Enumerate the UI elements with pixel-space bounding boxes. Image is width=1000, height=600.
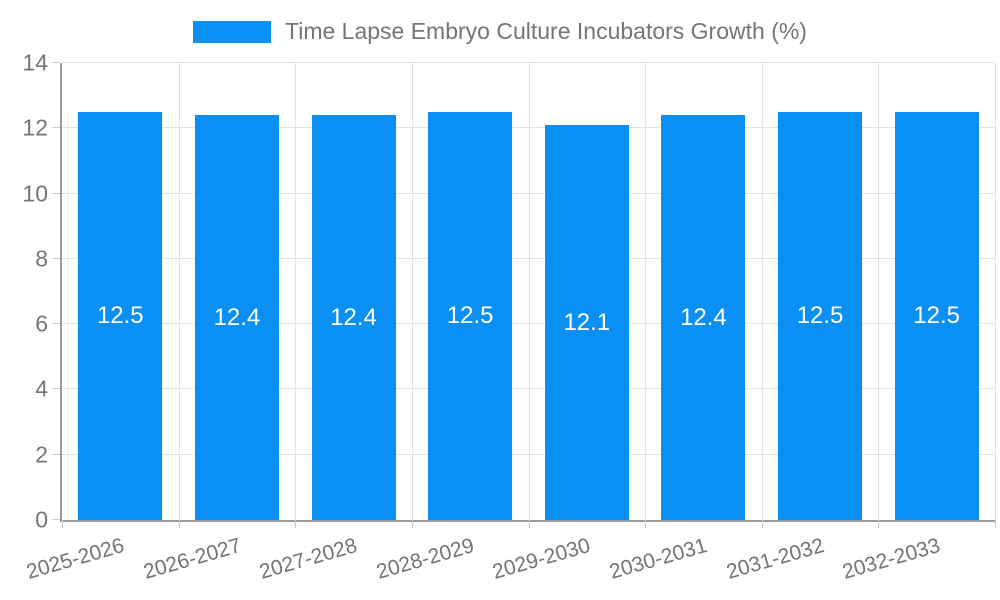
x-category-label: 2028-2029: [373, 534, 477, 584]
bar-2025-2026: 12.5: [78, 111, 163, 520]
x-axis-tick-mark: [411, 520, 413, 528]
gridline-horizontal: [62, 62, 995, 63]
y-axis-tick-label: 10: [22, 180, 48, 207]
x-axis-tick-mark: [645, 520, 647, 528]
bar-2029-2030: 12.1: [544, 125, 629, 520]
x-category-label: 2026-2027: [140, 534, 244, 584]
bar-value-label: 12.4: [213, 303, 261, 331]
x-axis-tick-mark: [295, 520, 297, 528]
bar-value-label: 12.5: [96, 301, 144, 329]
legend-swatch: [193, 20, 272, 43]
x-category-label: 2025-2026: [23, 534, 127, 584]
y-axis-tick-mark: [52, 192, 60, 194]
bar-value-label: 12.5: [796, 301, 844, 329]
x-axis-tick-mark: [878, 520, 880, 528]
bar-slot: 12.1: [529, 63, 646, 520]
bar-value-label: 12.4: [330, 303, 377, 331]
bar-2031-2032: 12.5: [778, 111, 863, 520]
bar-2028-2029: 12.5: [428, 111, 513, 520]
bar-value-label: 12.1: [563, 308, 611, 336]
gridline-vertical: [995, 63, 996, 520]
x-category-label: 2030-2031: [606, 534, 710, 584]
gridline-vertical: [528, 63, 530, 520]
gridline-vertical: [411, 63, 413, 520]
y-axis-tick-label: 0: [35, 506, 48, 533]
plot-area: 0 2 4 6 8 10 12 14 12.5 12.4 12.4 12.5 12.1 12.4 12.5 1…: [22, 50, 996, 584]
y-axis-tick-mark: [52, 388, 60, 390]
x-category-label: 2029-2030: [490, 534, 594, 584]
bar-slot: 12.4: [295, 63, 412, 520]
x-axis-tick-mark: [761, 520, 763, 528]
x-axis-tick-mark: [62, 520, 63, 528]
x-axis-tick-mark: [995, 520, 996, 528]
y-axis-tick-label: 4: [35, 375, 48, 402]
y-axis-tick-mark: [52, 323, 60, 325]
bar-value-label: 12.5: [913, 301, 961, 329]
y-axis-tick-label: 6: [35, 310, 48, 337]
y-axis-tick-mark: [52, 519, 60, 520]
bar-slot: 12.5: [878, 63, 995, 520]
bars-layer: 12.5 12.4 12.4 12.5 12.1 12.4 12.5 12.5: [62, 63, 995, 520]
bar-slot: 12.5: [412, 63, 529, 520]
gridline-vertical: [295, 63, 297, 520]
bar-slot: 12.4: [179, 63, 296, 520]
x-axis-tick-mark: [528, 520, 530, 528]
gridline-vertical: [178, 63, 180, 520]
y-axis-tick-mark: [52, 453, 60, 455]
bar-slot: 12.5: [62, 63, 179, 520]
bar-2026-2027: 12.4: [194, 115, 279, 520]
bar-2030-2031: 12.4: [661, 115, 746, 520]
y-axis-tick-label: 12: [22, 114, 48, 141]
bar-2032-2033: 12.5: [894, 111, 979, 520]
gridline-vertical: [878, 63, 880, 520]
legend-item[interactable]: Time Lapse Embryo Culture Incubators Gro…: [193, 18, 807, 45]
y-axis-tick-mark: [52, 62, 60, 63]
gridline-vertical: [761, 63, 763, 520]
y-axis-tick-mark: [52, 127, 60, 129]
y-axis-tick-label: 8: [35, 245, 48, 272]
y-axis-tick-label: 2: [35, 441, 48, 468]
bar-slot: 12.5: [762, 63, 879, 520]
legend: Time Lapse Embryo Culture Incubators Gro…: [0, 18, 1000, 45]
bar-value-label: 12.5: [446, 301, 494, 329]
x-axis-tick-mark: [178, 520, 180, 528]
x-category-label: 2032-2033: [840, 534, 944, 584]
y-axis-tick-label: 14: [22, 49, 48, 76]
bar-slot: 12.4: [645, 63, 762, 520]
bar-2027-2028: 12.4: [311, 115, 396, 520]
gridline-vertical: [645, 63, 647, 520]
y-axis-tick-mark: [52, 257, 60, 259]
x-category-label: 2027-2028: [257, 534, 360, 584]
x-category-label: 2031-2032: [723, 534, 827, 584]
chart-title: Time Lapse Embryo Culture Incubators Gro…: [285, 18, 807, 44]
bar-value-label: 12.4: [680, 303, 727, 331]
